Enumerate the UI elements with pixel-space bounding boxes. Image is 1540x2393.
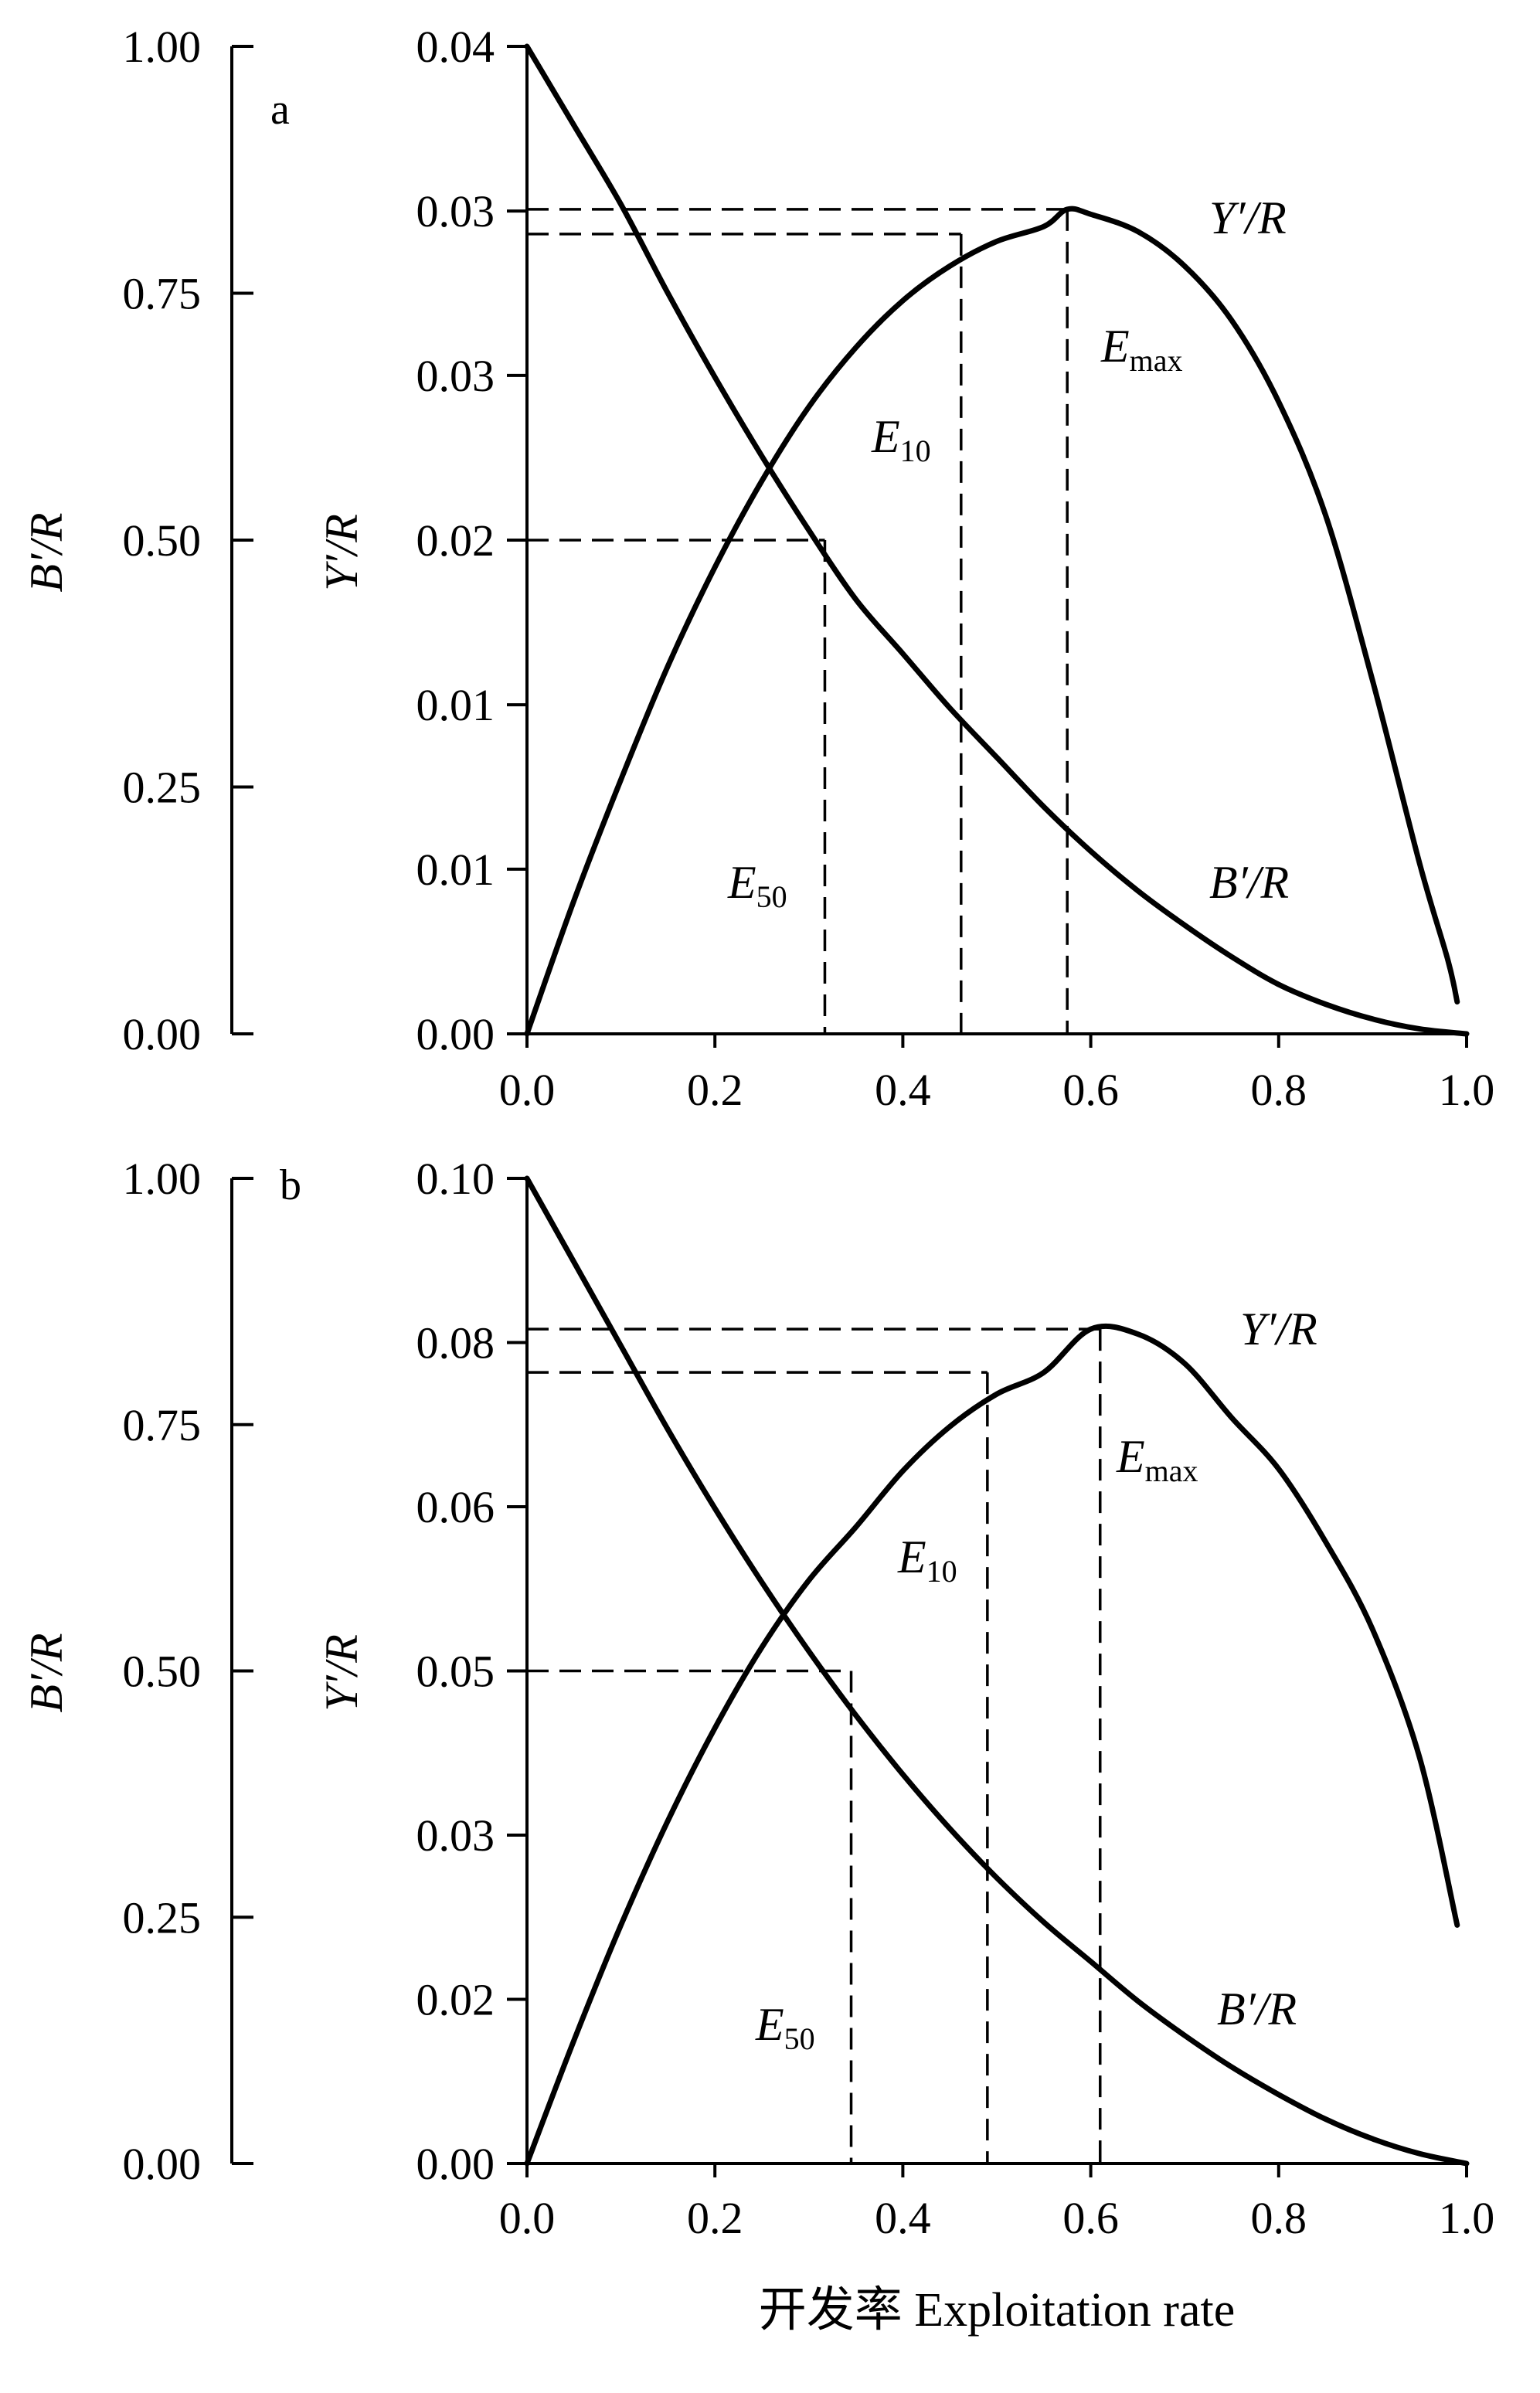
x-axis-tick-label: 1.0 [1439, 1065, 1495, 1115]
right-axis-tick-label: 0.01 [416, 680, 495, 730]
left-axis-tick-label: 0.00 [123, 1009, 202, 1059]
left-axis-tick-label: 0.50 [123, 1647, 202, 1697]
panel-a-label: a [270, 86, 290, 134]
right-axis-tick-label: 0.05 [416, 1647, 495, 1697]
panel-a-curve-label-yield: Y′/R [1209, 192, 1287, 243]
left-axis-tick-label: 0.75 [123, 269, 202, 319]
panel-a-left-ticks: 0.00 0.25 0.50 0.75 1.00 [123, 22, 253, 1059]
x-axis-tick-label: 0.6 [1062, 1065, 1119, 1115]
panel-a-label-e10: E10 [871, 411, 931, 468]
right-axis-tick-label: 0.03 [416, 1810, 495, 1861]
right-axis-tick-label: 0.04 [416, 22, 495, 72]
x-axis-tick-label: 1.0 [1439, 2193, 1495, 2243]
x-axis-tick-label: 0.2 [687, 2193, 743, 2243]
series-line-yield [524, 1323, 1460, 2167]
panel-b-left-ticks: 0.00 0.25 0.50 0.75 1.00 [123, 1154, 253, 2189]
panel-b-label-e10: E10 [897, 1531, 957, 1589]
right-axis-tick-label: 0.03 [416, 351, 495, 401]
panel-b-right-ticks: 0.00 0.02 0.03 0.05 0.06 0.08 0.10 [416, 1154, 527, 2189]
panel-a: 0.000.250.500.751.00 0.000.010.010.020.0… [21, 22, 1494, 1115]
right-axis-tick-label: 0.02 [416, 515, 495, 566]
panel-b-right-axis-title: Y′/R [316, 1634, 367, 1711]
right-axis-tick-label: 0.00 [416, 2139, 495, 2189]
x-axis-title: 开发率 Exploitation rate [759, 2284, 1235, 2337]
right-axis-tick-label: 0.00 [416, 1009, 495, 1059]
panel-a-curve-label-biomass: B′/R [1209, 857, 1289, 908]
right-axis-tick-label: 0.03 [416, 186, 495, 236]
left-axis-tick-label: 0.75 [123, 1400, 202, 1450]
panel-b-label-e50: E50 [755, 1999, 815, 2056]
panel-a-curves [524, 43, 1470, 1037]
right-axis-tick-label: 0.10 [416, 1154, 495, 1204]
x-axis-tick-label: 0.4 [875, 2193, 931, 2243]
right-axis-tick-label: 0.01 [416, 845, 495, 895]
left-axis-tick-label: 0.00 [123, 2139, 202, 2189]
panel-a-label-e50: E50 [727, 857, 787, 914]
series-line-biomass [524, 1175, 1470, 2167]
x-axis-tick-label: 0.0 [499, 2193, 556, 2243]
x-axis-tick-label: 0.4 [875, 1065, 931, 1115]
panel-a-right-axis-title: Y′/R [316, 514, 367, 591]
x-axis-tick-label: 0.8 [1251, 2193, 1307, 2243]
left-axis-tick-label: 0.50 [123, 515, 202, 566]
right-axis-tick-label: 0.02 [416, 1974, 495, 2024]
panel-b-curves [524, 1175, 1470, 2167]
series-line-biomass [524, 43, 1470, 1037]
panel-b-label-emax: Emax [1116, 1431, 1198, 1488]
panel-a-reference-lines [527, 208, 1069, 1034]
left-axis-tick-label: 1.00 [123, 1154, 202, 1204]
left-axis-tick-label: 0.25 [123, 1892, 202, 1943]
panel-b-curve-label-yield: Y′/R [1240, 1304, 1317, 1355]
right-axis-tick-label: 0.06 [416, 1482, 495, 1532]
panel-a-left-axis-title: B′/R [21, 512, 72, 592]
panel-a-x-ticks: 0.0 0.2 0.4 0.6 0.8 1.0 [499, 1034, 1495, 1115]
panel-b-x-ticks: 0.0 0.2 0.4 0.6 0.8 1.0 [499, 2164, 1495, 2243]
panel-b: 0.000.250.500.751.00 0.000.020.030.050.0… [21, 1154, 1494, 2243]
x-axis-tick-label: 0.2 [687, 1065, 743, 1115]
x-axis-tick-label: 0.0 [499, 1065, 556, 1115]
panel-b-curve-label-biomass: B′/R [1217, 1983, 1297, 2034]
panel-b-left-axis-title: B′/R [21, 1633, 72, 1712]
panel-a-label-emax: Emax [1100, 321, 1183, 378]
panel-a-right-ticks: 0.00 0.01 0.01 0.02 0.03 0.03 0.04 [416, 22, 527, 1059]
right-axis-tick-label: 0.08 [416, 1318, 495, 1368]
x-axis-tick-label: 0.6 [1062, 2193, 1119, 2243]
panel-b-label: b [280, 1161, 301, 1209]
left-axis-tick-label: 0.25 [123, 763, 202, 813]
series-line-yield [524, 206, 1460, 1037]
panel-b-reference-lines [527, 1327, 1102, 2164]
left-axis-tick-label: 1.00 [123, 22, 202, 72]
x-axis-tick-label: 0.8 [1251, 1065, 1307, 1115]
